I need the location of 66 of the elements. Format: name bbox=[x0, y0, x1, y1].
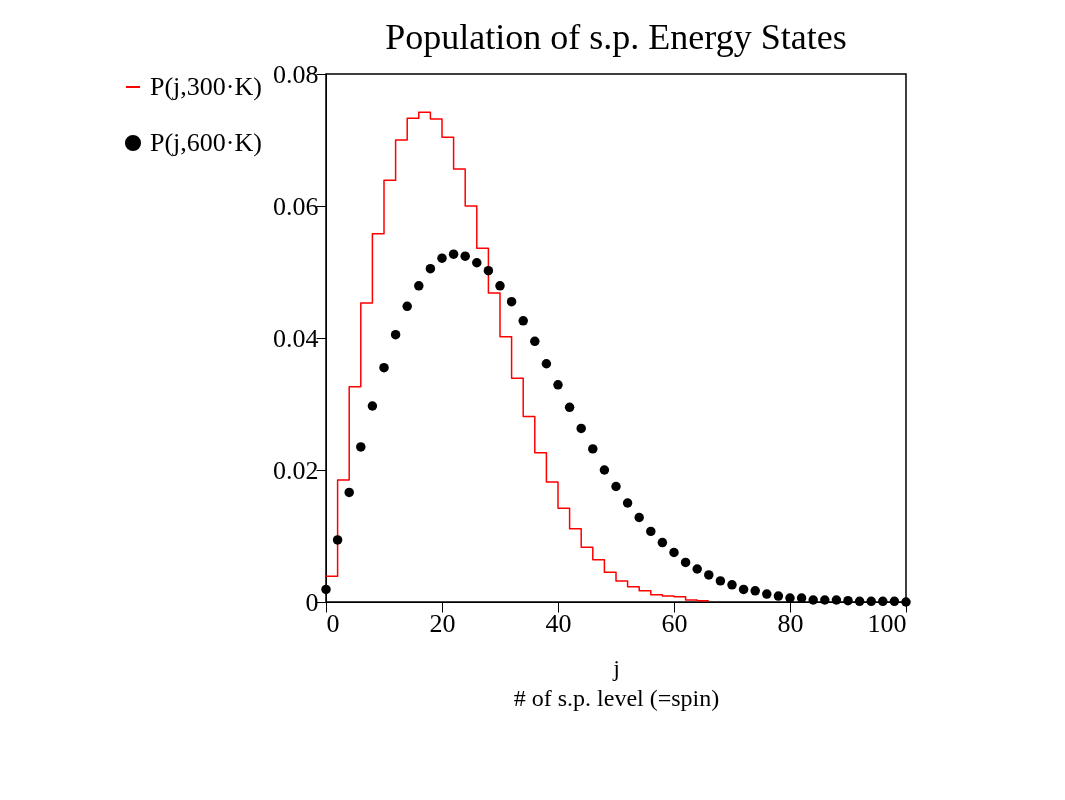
point bbox=[506, 296, 517, 307]
x-tick-label: 100 bbox=[867, 608, 907, 638]
point bbox=[646, 526, 656, 537]
point bbox=[878, 596, 888, 607]
point bbox=[808, 595, 818, 605]
point bbox=[831, 595, 842, 605]
point bbox=[727, 580, 737, 590]
point bbox=[796, 593, 807, 603]
x-tick-label: 60 bbox=[661, 608, 688, 638]
x-tick-label: 40 bbox=[545, 608, 572, 638]
point bbox=[634, 512, 644, 523]
point bbox=[472, 258, 482, 268]
point bbox=[414, 281, 424, 291]
point bbox=[390, 329, 401, 340]
point bbox=[367, 401, 378, 411]
point bbox=[530, 336, 540, 347]
point bbox=[402, 301, 412, 312]
point bbox=[495, 281, 505, 291]
x-tick-label: 20 bbox=[429, 608, 456, 638]
point bbox=[460, 251, 470, 261]
point bbox=[344, 487, 354, 498]
chart-title: Population of s.p. Energy States bbox=[385, 17, 847, 57]
x-axis-title: j # of s.p. level (=spin) bbox=[513, 654, 720, 711]
point bbox=[657, 537, 668, 548]
point bbox=[553, 380, 563, 390]
point bbox=[901, 597, 911, 607]
y-tick-label: 0 bbox=[305, 587, 319, 617]
x-tick-label: 0 bbox=[326, 608, 340, 638]
legend-label: P(j,300·K) bbox=[150, 72, 262, 101]
point bbox=[820, 595, 830, 605]
point bbox=[785, 593, 795, 603]
legend-label: P(j,600·K) bbox=[150, 128, 262, 157]
point bbox=[448, 249, 459, 259]
point bbox=[773, 591, 784, 601]
y-tick-label: 0.08 bbox=[273, 59, 319, 89]
point bbox=[483, 265, 494, 276]
point bbox=[611, 481, 621, 492]
point bbox=[715, 576, 726, 586]
point bbox=[762, 589, 772, 599]
point bbox=[750, 586, 760, 596]
point bbox=[669, 547, 679, 558]
x-tick-label: 80 bbox=[777, 608, 804, 638]
point bbox=[692, 564, 702, 574]
point bbox=[704, 570, 714, 580]
point bbox=[738, 584, 749, 595]
point bbox=[622, 498, 633, 508]
point bbox=[588, 444, 598, 454]
y-tick-label: 0.04 bbox=[273, 323, 319, 353]
point bbox=[576, 423, 586, 434]
point bbox=[379, 362, 389, 373]
point bbox=[437, 253, 447, 263]
point bbox=[321, 584, 331, 595]
point bbox=[889, 596, 900, 607]
point bbox=[356, 442, 366, 452]
point bbox=[680, 557, 691, 568]
point bbox=[518, 316, 528, 326]
point bbox=[866, 596, 876, 607]
point bbox=[541, 359, 552, 369]
point bbox=[843, 595, 853, 606]
point bbox=[564, 402, 575, 413]
y-tick-label: 0.06 bbox=[273, 191, 319, 221]
point bbox=[854, 596, 865, 607]
y-tick-label: 0.02 bbox=[273, 455, 319, 485]
point bbox=[332, 535, 343, 545]
point bbox=[425, 263, 436, 274]
point bbox=[599, 465, 610, 475]
